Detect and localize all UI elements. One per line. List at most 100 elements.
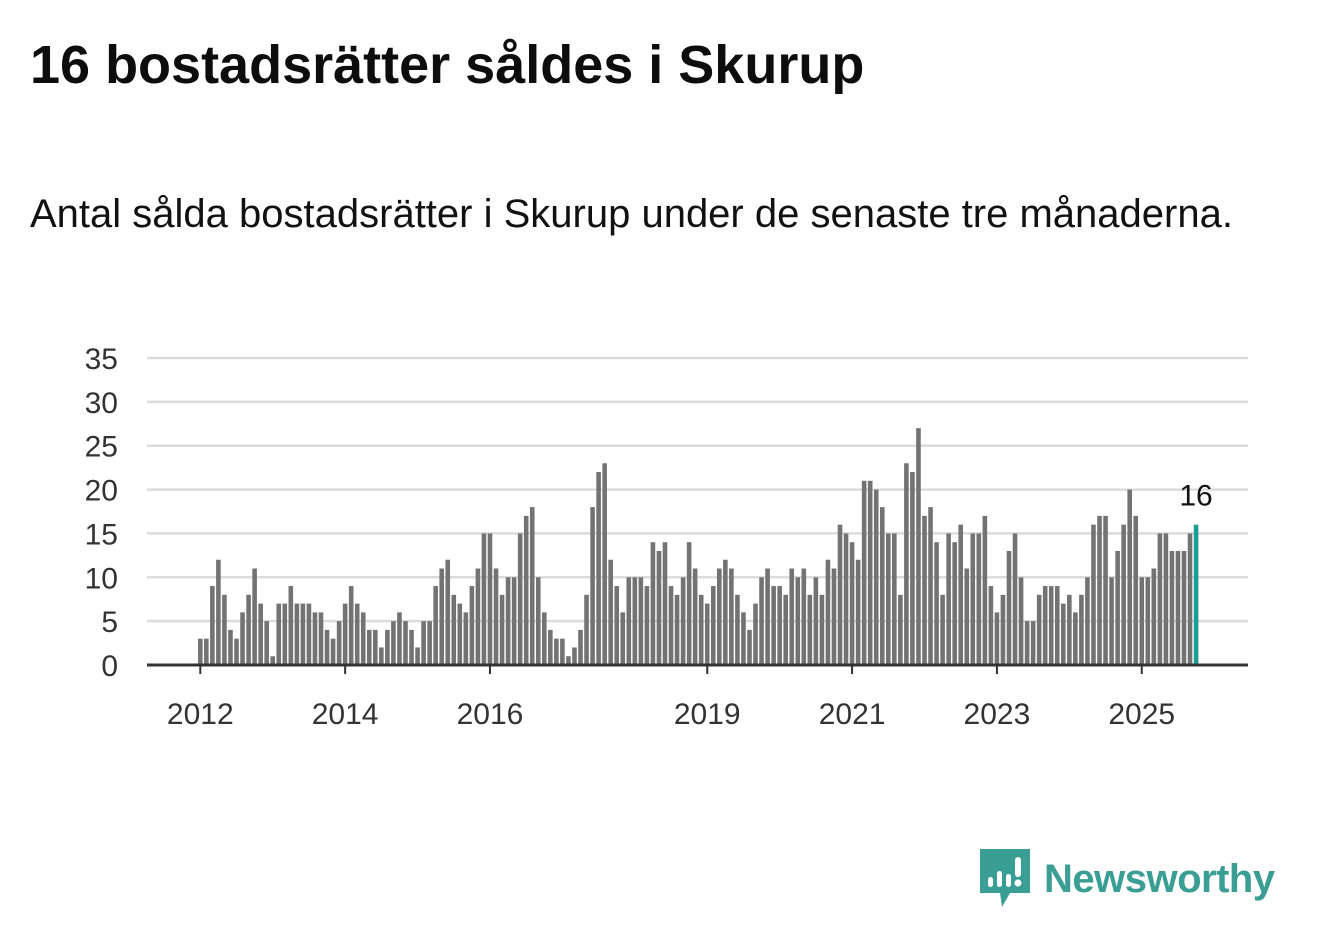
bar xyxy=(324,629,330,665)
bar xyxy=(819,594,825,665)
bar xyxy=(1061,603,1066,665)
x-tick-label: 2012 xyxy=(167,698,234,731)
bar xyxy=(789,568,795,665)
bar xyxy=(723,559,728,665)
bar xyxy=(560,638,565,665)
brand-name: Newsworthy xyxy=(1044,856,1275,901)
bar xyxy=(439,568,444,665)
bar xyxy=(198,638,203,665)
bar xyxy=(469,586,475,665)
bar xyxy=(517,533,523,665)
y-tick-label: 25 xyxy=(85,431,118,464)
bar xyxy=(1012,533,1018,665)
bar xyxy=(505,577,511,665)
bar xyxy=(741,612,746,665)
bar xyxy=(397,612,402,665)
bar xyxy=(735,594,740,665)
bar xyxy=(330,638,336,665)
bar xyxy=(940,594,945,665)
bar xyxy=(300,603,306,665)
bar xyxy=(433,586,438,665)
bar xyxy=(970,533,976,665)
x-axis: 2012 2014 2016 2019 2021 2023 2025 xyxy=(147,663,1248,731)
bar xyxy=(855,559,861,665)
bar xyxy=(391,621,396,665)
bar xyxy=(994,612,1000,665)
bar xyxy=(475,568,481,665)
bar xyxy=(952,542,957,665)
bar xyxy=(759,577,764,665)
bar xyxy=(698,594,704,665)
bar xyxy=(487,533,493,665)
bar xyxy=(590,507,595,665)
bar xyxy=(1103,515,1108,665)
bar xyxy=(373,629,378,665)
bar xyxy=(204,638,209,665)
bar xyxy=(729,568,734,665)
bar xyxy=(493,568,499,665)
bar xyxy=(572,647,577,665)
bar xyxy=(650,542,656,665)
bar xyxy=(795,577,801,665)
bar xyxy=(535,577,541,665)
bar xyxy=(704,603,710,665)
bar xyxy=(632,577,638,665)
bar xyxy=(892,533,897,665)
y-tick-label: 0 xyxy=(101,650,118,683)
bar xyxy=(843,533,849,665)
bar xyxy=(542,612,547,665)
bar xyxy=(554,638,559,665)
bar xyxy=(312,612,318,665)
x-tick-label: 2014 xyxy=(312,698,379,731)
bar xyxy=(1163,533,1169,665)
bar xyxy=(234,638,239,665)
bar xyxy=(1157,533,1163,665)
bar xyxy=(252,568,257,665)
bar xyxy=(210,586,215,665)
bar xyxy=(1151,568,1157,665)
bar xyxy=(415,647,420,665)
bar xyxy=(222,594,227,665)
bar xyxy=(216,559,221,665)
newsworthy-logo-icon xyxy=(980,849,1030,907)
bar xyxy=(662,542,668,665)
bar xyxy=(958,524,964,665)
bar xyxy=(928,507,933,665)
bar xyxy=(831,568,837,665)
bar xyxy=(240,612,245,665)
bar xyxy=(445,559,451,665)
bar xyxy=(879,507,885,665)
bar xyxy=(813,577,819,665)
bar xyxy=(807,594,813,665)
bar xyxy=(626,577,632,665)
x-tick-label: 2025 xyxy=(1108,698,1175,731)
bar xyxy=(747,629,752,665)
highlight-value-label: 16 xyxy=(1179,480,1212,513)
y-tick-label: 10 xyxy=(85,562,118,595)
bar xyxy=(753,603,758,665)
y-axis-ticks: 0 5 10 15 20 25 30 35 xyxy=(85,343,118,683)
bar xyxy=(1085,577,1090,665)
chart-title: 16 bostadsrätter såldes i Skurup xyxy=(30,35,865,95)
bar xyxy=(910,472,915,665)
bar xyxy=(1187,533,1193,665)
bar xyxy=(765,568,770,665)
bar xyxy=(873,489,879,665)
bar xyxy=(276,603,282,665)
y-tick-label: 35 xyxy=(85,343,118,376)
bar xyxy=(771,586,776,665)
bar xyxy=(946,533,951,665)
bar xyxy=(614,586,620,665)
bar xyxy=(837,524,843,665)
bar xyxy=(674,594,680,665)
bar xyxy=(1181,550,1187,665)
bar xyxy=(1054,586,1060,665)
bar xyxy=(463,612,469,665)
bar xyxy=(336,621,342,665)
bar xyxy=(1000,594,1006,665)
bar xyxy=(710,586,716,665)
bar xyxy=(668,586,674,665)
newsworthy-brand: Newsworthy xyxy=(980,848,1275,910)
bar-highlight xyxy=(1193,524,1199,665)
bar xyxy=(602,463,607,665)
